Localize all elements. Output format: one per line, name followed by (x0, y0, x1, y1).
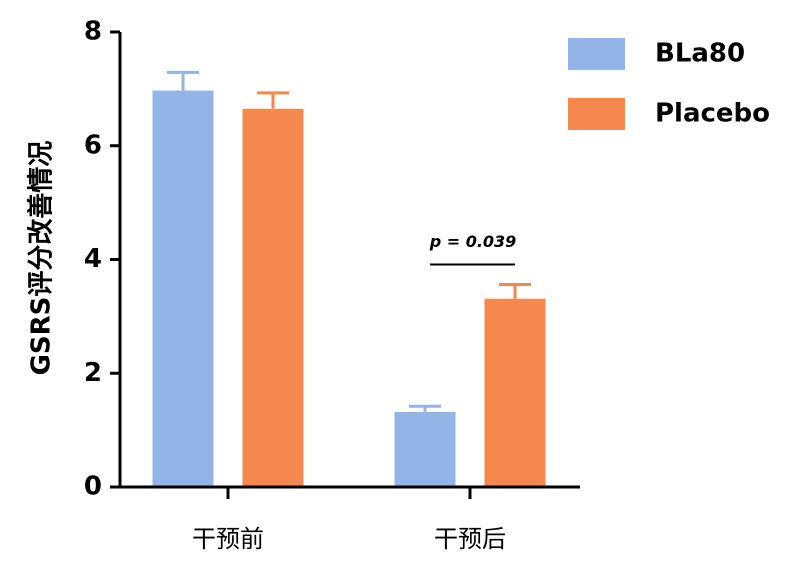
y-tick-label: 2 (84, 358, 102, 388)
legend-label: Placebo (655, 99, 770, 129)
bar (484, 298, 546, 487)
y-tick-label: 8 (84, 17, 102, 47)
y-axis-label: GSRS评分改善情况 (26, 141, 57, 376)
x-tick-label: 干预前 (192, 525, 264, 553)
x-tick-label: 干预后 (434, 525, 506, 553)
error-bar (167, 70, 199, 91)
bar (152, 90, 214, 488)
axes (118, 32, 580, 489)
bar (394, 411, 456, 487)
bar (242, 108, 304, 487)
legend-swatch (568, 38, 625, 70)
y-tick-label: 4 (84, 244, 102, 274)
error-bar (409, 404, 441, 412)
legend-swatch (568, 98, 625, 130)
error-bar (499, 283, 531, 299)
y-tick-label: 6 (84, 130, 102, 160)
legend-label: BLa80 (655, 39, 745, 69)
error-bar (257, 91, 289, 109)
annotation: p = 0.039 (429, 232, 517, 251)
y-tick-label: 0 (84, 472, 102, 502)
